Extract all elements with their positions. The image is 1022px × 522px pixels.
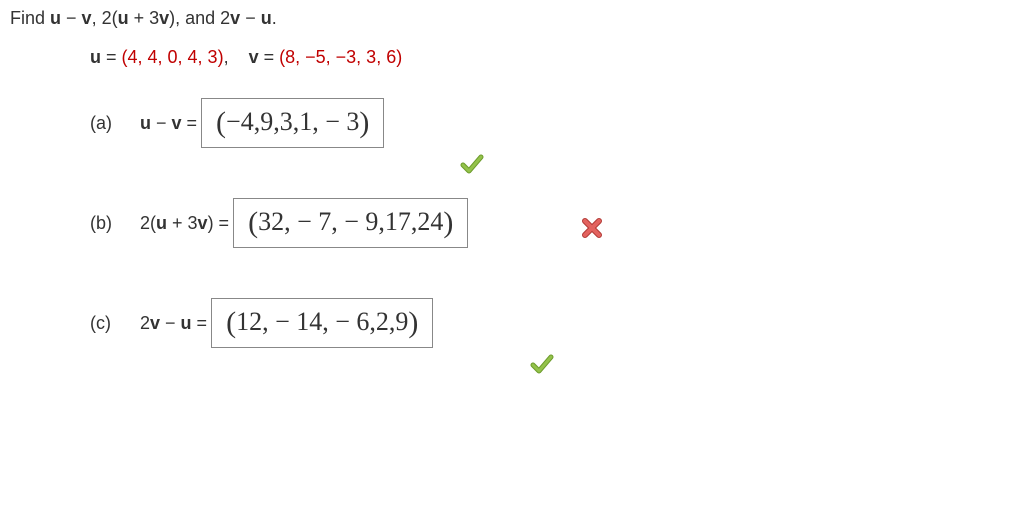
parts-container: (a)u − v =(−4,9,3,1, − 3)(b)2(u + 3v) =(… bbox=[10, 98, 1012, 348]
part-label: (b) bbox=[90, 213, 140, 234]
check-icon bbox=[460, 152, 484, 176]
answer-input[interactable]: (32, − 7, − 9,17,24) bbox=[233, 198, 468, 248]
part-b: (b)2(u + 3v) =(32, − 7, − 9,17,24) bbox=[90, 198, 1012, 248]
given-vectors: u = (4, 4, 0, 4, 3), v = (8, −5, −3, 3, … bbox=[90, 47, 1012, 68]
check-icon bbox=[530, 352, 554, 376]
part-c: (c)2v − u =(12, − 14, − 6,2,9) bbox=[90, 298, 1012, 348]
cross-icon bbox=[580, 216, 604, 240]
part-expression: u − v = bbox=[140, 113, 201, 134]
answer-input[interactable]: (−4,9,3,1, − 3) bbox=[201, 98, 384, 148]
part-label: (c) bbox=[90, 313, 140, 334]
part-a: (a)u − v =(−4,9,3,1, − 3) bbox=[90, 98, 1012, 148]
question-prompt: Find u − v, 2(u + 3v), and 2v − u. bbox=[10, 8, 1012, 29]
part-label: (a) bbox=[90, 113, 140, 134]
part-expression: 2(u + 3v) = bbox=[140, 213, 233, 234]
answer-input[interactable]: (12, − 14, − 6,2,9) bbox=[211, 298, 433, 348]
part-expression: 2v − u = bbox=[140, 313, 211, 334]
